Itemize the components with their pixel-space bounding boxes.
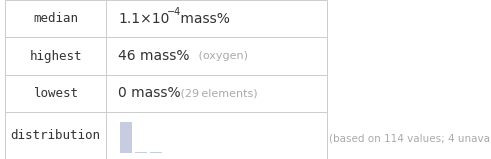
Text: lowest: lowest [33, 87, 78, 100]
Text: 0 mass%: 0 mass% [118, 86, 181, 100]
Bar [5, 0, 327, 37]
Text: mass%: mass% [176, 12, 230, 26]
Bar [5, 75, 327, 112]
Text: 46 mass%: 46 mass% [118, 49, 190, 63]
Bar [120, 122, 133, 153]
Text: median: median [33, 12, 78, 25]
Bar [5, 37, 327, 75]
Bar [135, 152, 147, 153]
Text: (based on 114 values; 4 unavailable): (based on 114 values; 4 unavailable) [329, 133, 491, 143]
Text: highest: highest [29, 50, 82, 62]
Text: 1.1×10: 1.1×10 [118, 12, 170, 26]
Text: distribution: distribution [11, 129, 101, 142]
Bar [5, 112, 327, 159]
Bar [150, 152, 163, 153]
Text: (oxygen): (oxygen) [194, 51, 247, 61]
Text: −4: −4 [166, 7, 181, 17]
Text: (29 elements): (29 elements) [177, 88, 258, 98]
